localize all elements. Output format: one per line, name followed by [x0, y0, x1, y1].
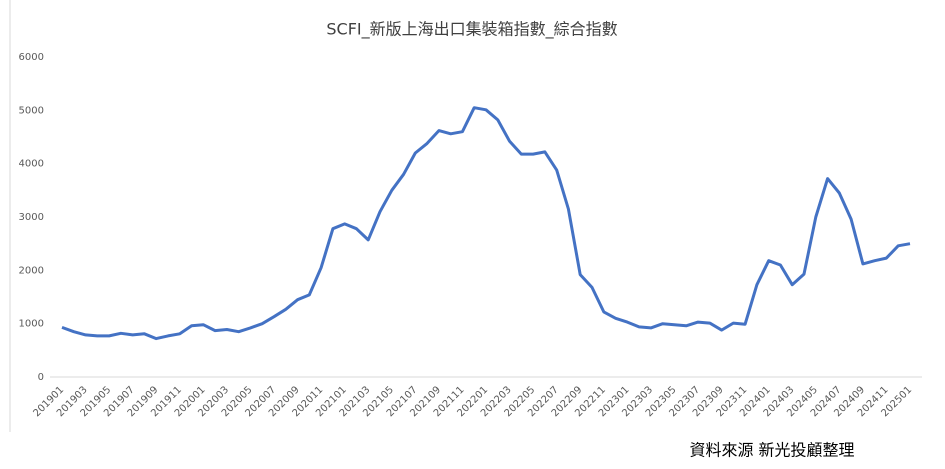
y-tick-label: 0	[38, 372, 44, 383]
series-line	[61, 106, 911, 341]
y-tick-label: 5000	[19, 105, 44, 116]
y-tick-label: 2000	[19, 265, 44, 276]
y-tick-label: 1000	[19, 319, 44, 330]
y-tick-label: 6000	[19, 52, 44, 63]
chart-title: SCFI_新版上海出口集裝箱指數_綜合指數	[326, 20, 617, 40]
source-note: 資料來源 新光投顧整理	[689, 441, 854, 460]
y-tick-label: 3000	[19, 212, 44, 223]
y-tick-label: 4000	[19, 159, 44, 170]
